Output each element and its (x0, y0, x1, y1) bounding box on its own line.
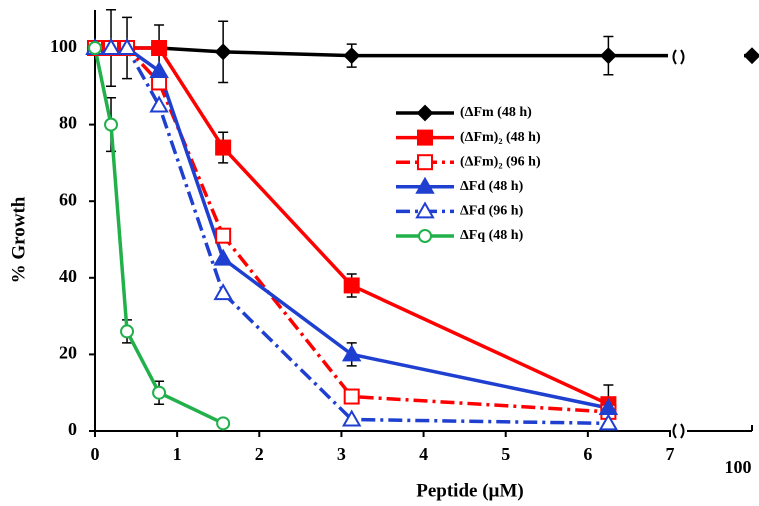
diamond-marker (214, 43, 232, 61)
x-tick-label: 1 (173, 444, 182, 464)
triangle-marker (415, 201, 435, 219)
axis-break (672, 423, 685, 439)
triangle-marker (117, 37, 137, 55)
square-marker (343, 277, 360, 294)
legend-label: (ΔFm)₂ (96 h) (460, 154, 541, 169)
y-tick-label: 60 (59, 189, 77, 209)
legend-label: ΔFd (48 h) (460, 179, 524, 194)
legend-label: ΔFd (96 h) (460, 204, 524, 219)
circle-marker (216, 416, 231, 431)
y-tick-label: 80 (59, 113, 77, 133)
y-tick-label: 100 (50, 36, 77, 56)
y-tick-label: 20 (59, 343, 77, 363)
square-marker (417, 129, 433, 146)
x-tick-label: 5 (501, 444, 510, 464)
square-marker (343, 388, 360, 405)
axis-break (672, 49, 685, 65)
diamond-marker (343, 47, 361, 65)
x-tick-label: 100 (725, 457, 752, 477)
diamond-marker (416, 104, 434, 122)
square-marker (215, 227, 232, 244)
legend-label: ΔFq (48 h) (460, 228, 524, 243)
x-axis-label: Peptide (µM) (416, 480, 524, 501)
triangle-marker (341, 344, 362, 362)
legend-label: (ΔFm (48 h) (460, 105, 532, 120)
diamond-marker (743, 47, 759, 65)
triangle-marker (149, 95, 169, 113)
x-tick-label: 0 (91, 444, 100, 464)
x-tick-label: 7 (666, 444, 675, 464)
triangle-marker (101, 37, 121, 55)
y-axis-label: % Growth (8, 196, 29, 283)
triangle-marker (598, 413, 619, 431)
y-tick-label: 0 (68, 419, 77, 439)
triangle-marker (213, 248, 233, 266)
x-tick-label: 4 (419, 444, 428, 464)
triangle-marker (415, 176, 435, 194)
square-marker (215, 139, 232, 156)
x-tick-label: 2 (255, 444, 264, 464)
circle-marker (88, 41, 102, 55)
diamond-marker (599, 47, 617, 65)
circle-marker (104, 117, 119, 132)
y-tick-label: 40 (59, 266, 77, 286)
series-line (95, 46, 752, 58)
x-tick-label: 3 (337, 444, 346, 464)
triangle-marker (341, 409, 362, 427)
circle-marker (152, 385, 167, 400)
break-cover (668, 48, 744, 68)
x-tick-label: 6 (583, 444, 592, 464)
circle-marker (120, 324, 135, 339)
triangle-marker (149, 60, 169, 78)
circle-marker (418, 229, 432, 243)
legend-label: (ΔFm)₂ (48 h) (460, 130, 541, 145)
square-marker (151, 40, 168, 56)
square-marker (417, 154, 433, 171)
triangle-marker (213, 283, 233, 301)
